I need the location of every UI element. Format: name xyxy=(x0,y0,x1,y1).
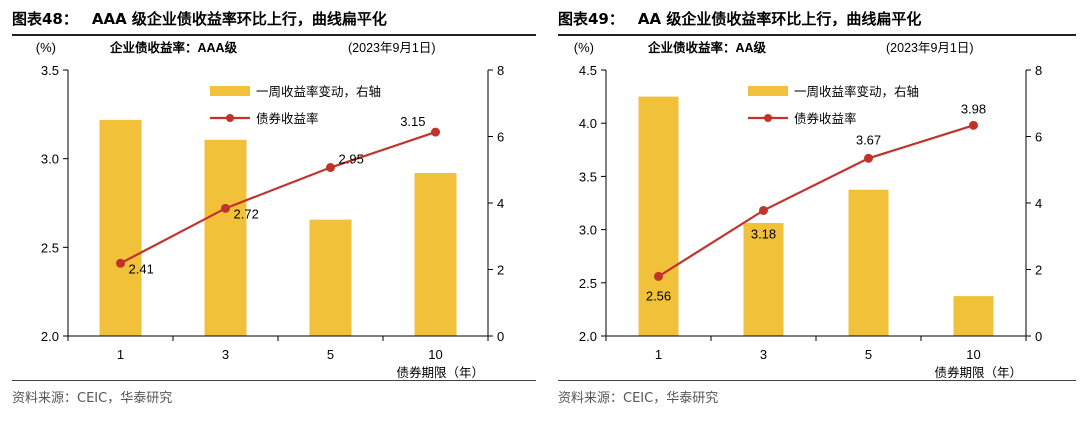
line-point-5 xyxy=(864,153,873,163)
data-label: 3.98 xyxy=(961,101,986,116)
x-tick-label: 3 xyxy=(760,347,767,362)
line-point-1 xyxy=(116,258,125,268)
right-tick-label: 2 xyxy=(1035,263,1042,278)
bar-1 xyxy=(638,96,679,336)
bar-5 xyxy=(309,219,352,336)
chart-panel-49: 图表49： AA 级企业债收益率环比上行，曲线扁平化 企业债收益率：AA级 (202… xyxy=(546,0,1080,423)
line-point-10 xyxy=(431,127,440,137)
data-label: 3.18 xyxy=(751,226,776,241)
x-axis-title: 债券期限（年） xyxy=(934,365,1022,380)
left-tick-label: 4.0 xyxy=(579,116,597,131)
left-axis-unit: (%) xyxy=(574,40,594,55)
chart-49-svg: 企业债收益率：AA级 (2023年9月1日) (%) 2.0 2.5 3.0 3.5 4.0 4… xyxy=(574,40,1042,380)
left-tick-label: 2.0 xyxy=(579,329,597,344)
right-tick-label: 6 xyxy=(497,130,504,145)
bar-3 xyxy=(743,222,784,336)
line-point-10 xyxy=(969,120,978,130)
figure-title: 图表49： AA 级企业债收益率环比上行，曲线扁平化 xyxy=(558,8,921,29)
x-tick-label: 1 xyxy=(117,347,124,362)
line-point-3 xyxy=(221,203,230,213)
source-divider xyxy=(12,380,536,381)
chart-48-svg: 企业债收益率：AAA级 (2023年9月1日) (%) 2.0 2.5 3.0 3.5 0 2 4… xyxy=(36,40,504,380)
figure-number: 图表48： xyxy=(12,10,78,28)
chart-subtitle: 企业债收益率：AAA级 xyxy=(109,40,238,55)
data-label: 2.72 xyxy=(234,206,259,221)
left-axis-unit: (%) xyxy=(36,40,56,55)
left-tick-label: 3.5 xyxy=(41,63,59,78)
source-divider xyxy=(558,380,1076,381)
data-label: 2.56 xyxy=(646,288,671,303)
x-tick-label: 1 xyxy=(655,347,662,362)
left-tick-label: 2.0 xyxy=(41,329,59,344)
legend-bar-swatch xyxy=(210,86,250,96)
yield-line xyxy=(119,131,436,265)
right-tick-label: 8 xyxy=(497,63,504,78)
legend-line-label: 债券收益率 xyxy=(794,111,857,126)
chart-date: (2023年9月1日) xyxy=(886,41,974,55)
legend-bar-label: 一周收益率变动，右轴 xyxy=(794,84,919,99)
data-label: 3.15 xyxy=(400,114,425,129)
x-tick-label: 3 xyxy=(222,347,229,362)
line-point-1 xyxy=(654,271,663,281)
figure-number: 图表49： xyxy=(558,10,624,28)
bar-1 xyxy=(99,119,142,336)
x-tick-label: 5 xyxy=(327,347,334,362)
right-tick-label: 4 xyxy=(497,196,504,211)
bar-10 xyxy=(953,296,994,336)
right-tick-label: 6 xyxy=(1035,130,1042,145)
bar-3 xyxy=(204,139,247,336)
x-axis-title: 债券期限（年） xyxy=(396,365,484,380)
legend-line-marker xyxy=(226,114,234,122)
right-tick-label: 4 xyxy=(1035,196,1042,211)
source-note: 资料来源：CEIC，华泰研究 xyxy=(558,391,719,406)
left-tick-label: 2.5 xyxy=(41,240,59,255)
bar-5 xyxy=(848,189,889,336)
chart-subtitle: 企业债收益率：AA级 xyxy=(647,40,767,55)
data-label: 2.41 xyxy=(129,261,154,276)
left-tick-label: 3.5 xyxy=(579,169,597,184)
legend-bar-swatch xyxy=(748,86,788,96)
legend-line-label: 债券收益率 xyxy=(256,111,319,126)
bar-10 xyxy=(414,173,457,336)
left-tick-label: 4.5 xyxy=(579,63,597,78)
legend-bar-label: 一周收益率变动，右轴 xyxy=(256,84,381,99)
chart-date: (2023年9月1日) xyxy=(348,41,436,55)
x-tick-label: 5 xyxy=(865,347,872,362)
right-tick-label: 0 xyxy=(1035,329,1042,344)
right-tick-label: 2 xyxy=(497,263,504,278)
line-point-5 xyxy=(326,163,335,173)
left-tick-label: 3.0 xyxy=(41,152,59,167)
x-tick-label: 10 xyxy=(966,347,980,362)
yield-line xyxy=(657,124,974,278)
legend-line-marker xyxy=(764,114,772,122)
source-note: 资料来源：CEIC，华泰研究 xyxy=(12,391,173,406)
title-divider xyxy=(558,34,1076,36)
data-label: 3.67 xyxy=(856,132,881,147)
title-divider xyxy=(12,34,536,36)
figure-title-text: AA 级企业债收益率环比上行，曲线扁平化 xyxy=(637,10,922,28)
line-point-3 xyxy=(759,205,768,215)
x-tick-label: 10 xyxy=(428,347,442,362)
left-tick-label: 2.5 xyxy=(579,276,597,291)
right-tick-label: 8 xyxy=(1035,63,1042,78)
chart-panel-48: 图表48： AAA 级企业债收益率环比上行，曲线扁平化 企业债收益率：AAA级 (2… xyxy=(12,8,536,406)
figure-title-text: AAA 级企业债收益率环比上行，曲线扁平化 xyxy=(91,10,387,28)
right-tick-label: 0 xyxy=(497,329,504,344)
left-tick-label: 3.0 xyxy=(579,223,597,238)
data-label: 2.95 xyxy=(339,152,364,167)
figure-title: 图表48： AAA 级企业债收益率环比上行，曲线扁平化 xyxy=(12,8,387,29)
